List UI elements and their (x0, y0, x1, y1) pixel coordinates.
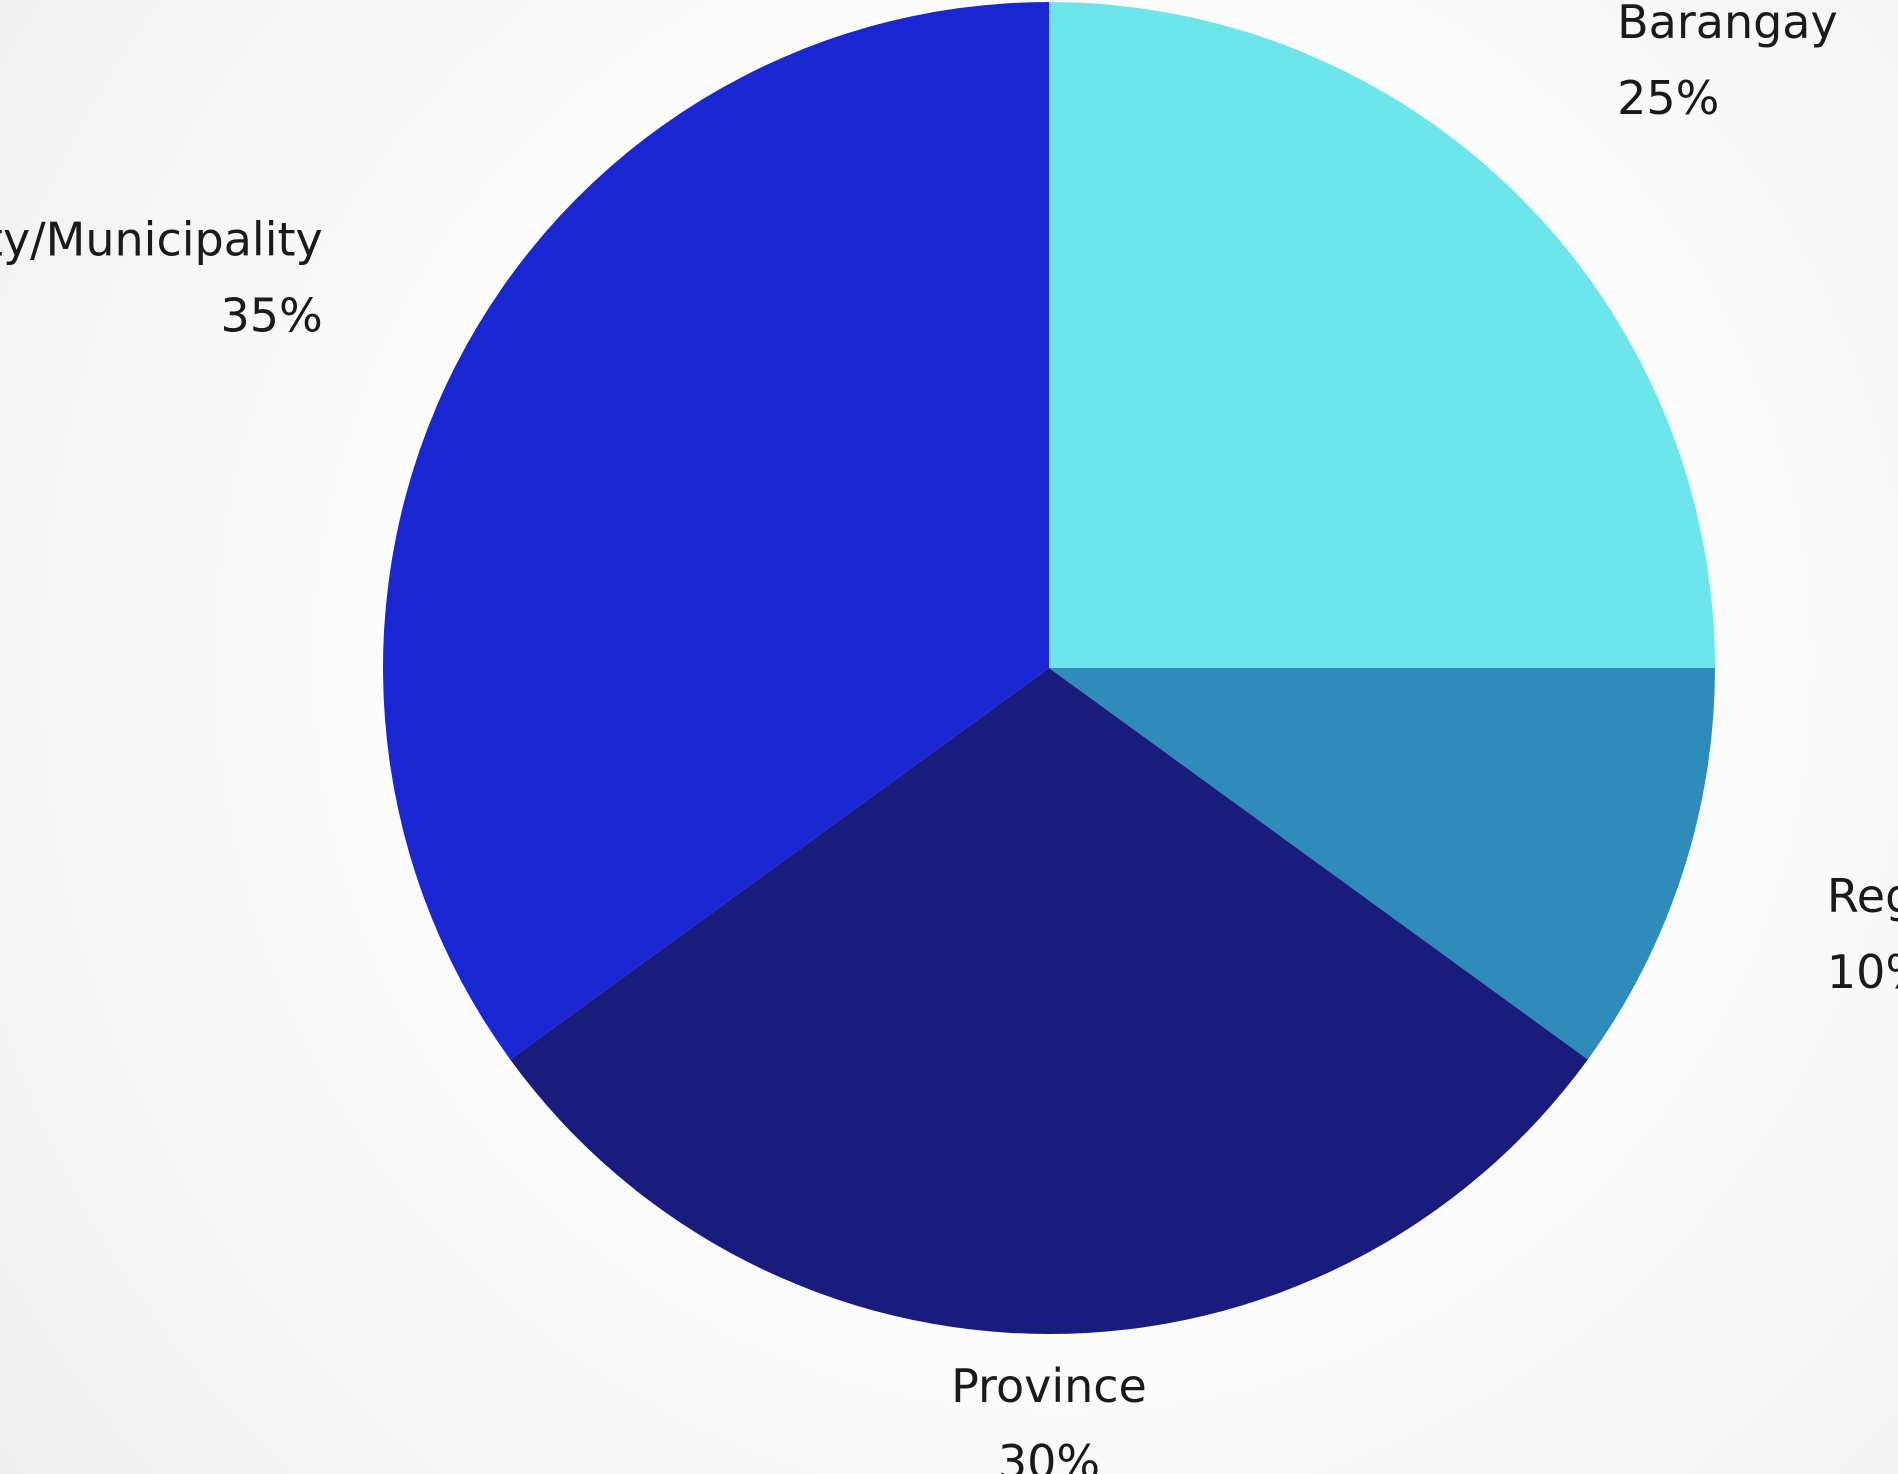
slice-label-region: Region (1827, 869, 1898, 923)
slice-label-province: Province (951, 1359, 1147, 1413)
slice-value-region: 10% (1827, 945, 1898, 999)
pie-slice-city-municipality (383, 2, 1049, 1060)
slice-label-barangay: Barangay (1617, 0, 1838, 49)
slice-value-province: 30% (998, 1435, 1100, 1474)
slice-value-barangay: 25% (1617, 71, 1719, 125)
pie-slice-barangay (1049, 2, 1715, 668)
pie-slice-province (510, 668, 1588, 1334)
slice-value-city-municipality: 35% (220, 289, 322, 343)
pie-slice-region (1049, 668, 1715, 1060)
slice-label-city-municipality: City/Municipality (0, 213, 323, 267)
pie-slices (383, 2, 1715, 1334)
